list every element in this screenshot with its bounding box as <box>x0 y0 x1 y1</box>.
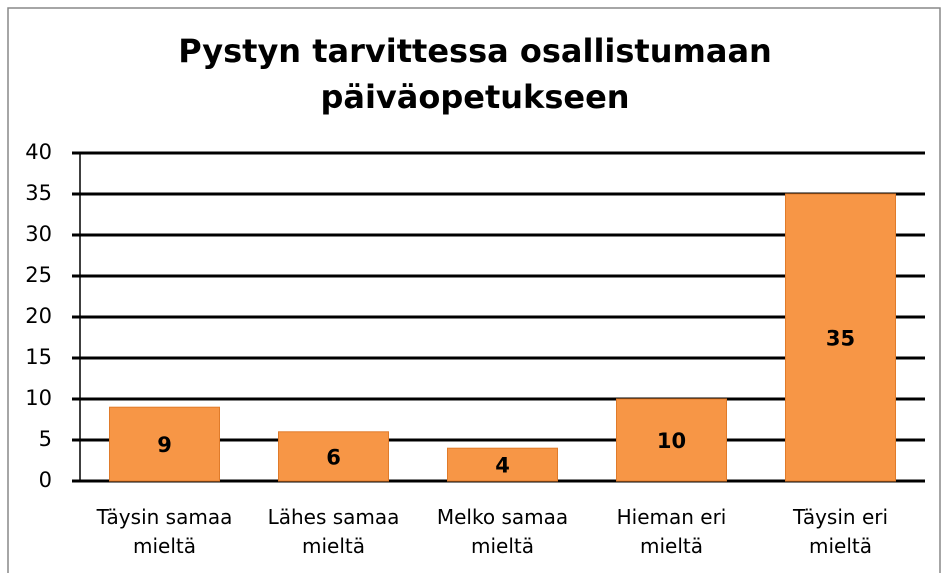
x-tick-label: Lähes samaa mieltä <box>267 505 400 558</box>
bar <box>447 447 558 482</box>
data-label: 4 <box>495 454 510 478</box>
chart-title: Pystyn tarvittessa osallistumaan päiväop… <box>178 32 772 116</box>
bar <box>616 398 727 482</box>
y-tick-label: 0 <box>39 468 52 492</box>
data-label: 6 <box>326 445 341 469</box>
y-tick-label: 15 <box>25 345 52 369</box>
bar <box>109 406 220 482</box>
y-tick-label: 40 <box>25 140 52 164</box>
bar <box>785 193 896 482</box>
data-label: 9 <box>157 433 172 457</box>
y-tick-label: 35 <box>25 181 52 205</box>
y-tick-label: 30 <box>25 222 52 246</box>
y-tick-label: 5 <box>39 427 52 451</box>
x-tick-label: Hieman eri mieltä <box>616 505 727 558</box>
y-tick-label: 20 <box>25 304 52 328</box>
data-label: 10 <box>657 429 686 453</box>
x-tick-label: Melko samaa mieltä <box>436 505 569 558</box>
y-tick-label: 10 <box>25 386 52 410</box>
x-tick-label: Täysin eri mieltä <box>792 505 889 558</box>
bar <box>278 431 389 482</box>
data-label: 35 <box>826 327 855 351</box>
y-tick-label: 25 <box>25 263 52 287</box>
x-tick-label: Täysin samaa mieltä <box>96 505 233 558</box>
